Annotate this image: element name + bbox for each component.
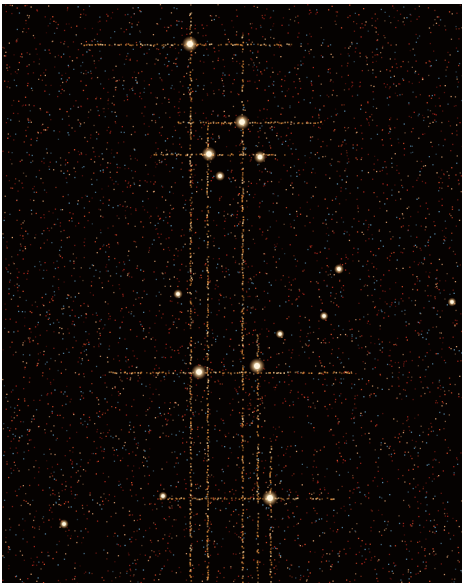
source-15 <box>450 300 454 304</box>
vertical-streak-2 <box>206 125 210 581</box>
source-9 <box>337 267 341 271</box>
source-layer <box>59 36 457 529</box>
source-8 <box>218 174 222 178</box>
source-5 <box>196 369 202 375</box>
source-1 <box>187 41 193 47</box>
source-11 <box>322 314 326 318</box>
horizontal-streak-1 <box>83 43 293 47</box>
detector-field <box>2 4 462 583</box>
background <box>2 4 462 583</box>
vertical-streak-4 <box>256 334 260 583</box>
source-14 <box>161 494 165 498</box>
horizontal-streak-5 <box>159 497 335 501</box>
noise-layer <box>2 4 462 583</box>
starfield-svg <box>2 4 462 583</box>
horizontal-streak-2 <box>177 121 322 125</box>
streak-layer <box>83 12 353 583</box>
source-7 <box>267 495 273 501</box>
source-3 <box>206 151 212 157</box>
source-2 <box>239 119 245 125</box>
source-12 <box>278 332 282 336</box>
horizontal-streak-3 <box>153 153 286 157</box>
source-4 <box>257 154 263 160</box>
source-6 <box>254 363 260 369</box>
vertical-streak-3 <box>241 34 245 583</box>
source-10 <box>176 292 180 296</box>
source-13 <box>62 522 66 526</box>
